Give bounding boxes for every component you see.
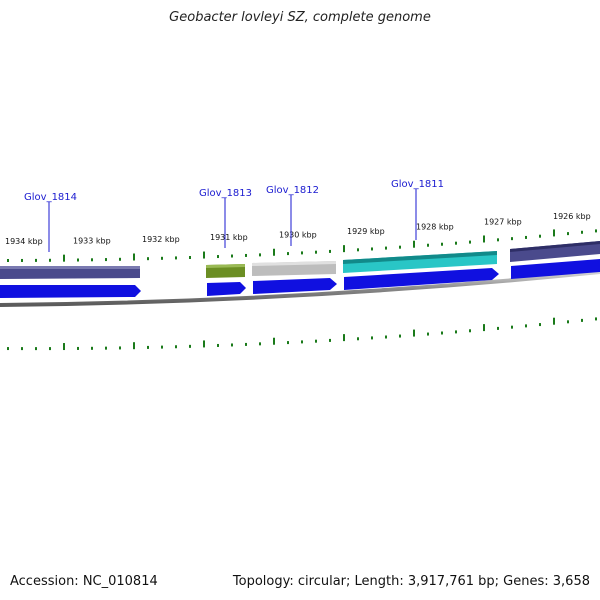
gene-label-glov-1812[interactable]: Glov_1812	[266, 185, 319, 196]
gene-feature-glov-1814[interactable]	[0, 266, 140, 279]
gene-feature-glov-1811[interactable]	[343, 251, 497, 273]
genome-summary-text: Topology: circular; Length: 3,917,761 bp…	[232, 574, 590, 589]
gene-feature-glov-1813[interactable]	[206, 264, 245, 278]
inner-tick-track	[7, 317, 597, 351]
scale-label: 1930 kbp	[279, 230, 317, 239]
scale-label: 1933 kbp	[73, 236, 111, 245]
cds-arrow-1[interactable]	[0, 285, 141, 298]
cds-arrow-2[interactable]	[207, 282, 246, 296]
scale-label: 1927 kbp	[484, 218, 522, 227]
gene-labels: Glov_1814 Glov_1813 Glov_1812 Glov_1811	[24, 179, 444, 252]
cds-track	[0, 259, 600, 298]
scale-label: 1926 kbp	[553, 212, 591, 221]
scale-label-track: 1934 kbp 1933 kbp 1932 kbp 1931 kbp 1930 kbp…	[5, 212, 591, 246]
scale-label: 1932 kbp	[142, 235, 180, 244]
scale-label: 1934 kbp	[5, 237, 43, 246]
cds-arrow-3[interactable]	[253, 278, 337, 294]
outer-tick-track	[7, 229, 597, 262]
gene-feature-glov-1812[interactable]	[252, 261, 336, 276]
gene-label-glov-1813[interactable]: Glov_1813	[199, 188, 252, 199]
scale-label: 1929 kbp	[347, 227, 385, 236]
map-title: Geobacter lovleyi SZ, complete genome	[169, 10, 431, 25]
reverse-strand-track	[0, 241, 600, 279]
gene-feature-unlabeled[interactable]	[510, 241, 600, 262]
gene-label-glov-1811[interactable]: Glov_1811	[391, 179, 444, 190]
gene-label-glov-1814[interactable]: Glov_1814	[24, 192, 77, 203]
cds-arrow-5[interactable]	[511, 259, 600, 279]
genome-backbone	[0, 270, 600, 307]
accession-text: Accession: NC_010814	[10, 574, 158, 589]
cds-arrow-4[interactable]	[344, 268, 499, 290]
scale-label: 1928 kbp	[416, 223, 454, 232]
scale-label: 1931 kbp	[210, 233, 248, 242]
